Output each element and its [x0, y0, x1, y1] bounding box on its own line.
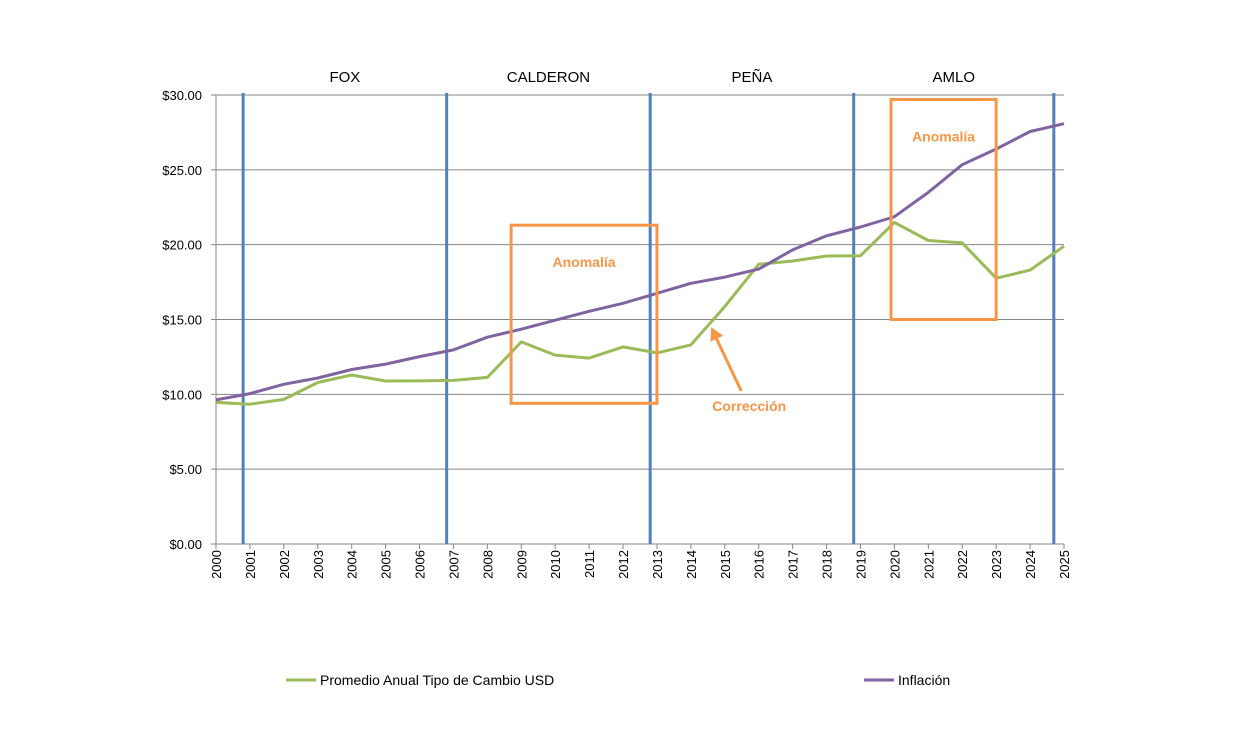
legend-label: Promedio Anual Tipo de Cambio USD	[320, 672, 554, 688]
x-tick-label: 2012	[616, 550, 631, 579]
x-tick-label: 2011	[582, 550, 597, 578]
series-lines	[215, 122, 1065, 406]
series-line	[215, 122, 1065, 402]
x-tick-label: 2010	[548, 550, 563, 579]
x-tick-label: 2001	[243, 550, 258, 579]
y-tick-label: $10.00	[162, 387, 202, 402]
anomaly-label: Anomalía	[912, 128, 975, 144]
x-tick-label: 2007	[446, 550, 461, 579]
x-tick-label: 2005	[379, 550, 394, 579]
x-tick-label: 2019	[853, 550, 868, 579]
y-tick-label: $20.00	[162, 238, 202, 253]
x-tick-label: 2023	[989, 550, 1004, 579]
annotations: Anomalía Anomalía Corrección	[509, 97, 998, 414]
legend: Promedio Anual Tipo de Cambio USD Inflaci…	[286, 672, 950, 688]
y-tick-label: $30.00	[162, 88, 202, 103]
legend-label: Inflación	[898, 672, 950, 688]
anomaly-label: Anomalía	[553, 254, 616, 270]
anomaly-box	[889, 97, 998, 321]
x-tick-label: 2013	[650, 550, 665, 579]
x-tick-label: 2000	[209, 550, 224, 579]
period-label: AMLO	[933, 69, 976, 86]
x-tick-label: 2004	[345, 550, 360, 579]
anomaly-box	[509, 223, 659, 405]
x-tick-label: 2015	[718, 550, 733, 579]
period-label: PEÑA	[732, 69, 773, 86]
y-axis: $0.00 $5.00 $10.00 $15.00 $20.00 $25.00 $30.00	[162, 88, 217, 552]
x-tick-label: 2020	[887, 550, 902, 579]
y-tick-label: $15.00	[162, 313, 202, 328]
x-tick-label: 2014	[684, 550, 699, 579]
correction-arrow-head	[710, 327, 724, 342]
correction-label: Corrección	[712, 398, 786, 414]
y-tick-label: $5.00	[169, 462, 202, 477]
x-tick-label: 2021	[921, 550, 936, 579]
y-tick-label: $25.00	[162, 163, 202, 178]
x-axis: 2000 2001 2002 2003 2004 2005 2006 2007 2008 2009…	[209, 543, 1072, 579]
x-tick-label: 2009	[514, 550, 529, 579]
series-line	[215, 220, 1065, 406]
x-tick-label: 2006	[413, 550, 428, 579]
period-divider-lines	[241, 93, 1056, 544]
x-tick-label: 2003	[311, 550, 326, 579]
x-tick-label: 2025	[1057, 550, 1072, 579]
grid-lines	[216, 94, 1064, 470]
period-label: CALDERON	[507, 69, 590, 86]
x-tick-label: 2016	[752, 550, 767, 579]
y-tick-label: $0.00	[169, 537, 202, 552]
period-label: FOX	[329, 69, 360, 86]
x-tick-label: 2022	[955, 550, 970, 579]
x-tick-label: 2024	[1023, 550, 1038, 579]
correction-arrow-shaft	[713, 335, 743, 392]
x-tick-label: 2008	[480, 550, 495, 579]
period-labels: FOX CALDERON PEÑA AMLO	[329, 69, 975, 86]
x-tick-label: 2018	[820, 550, 835, 579]
x-tick-label: 2017	[786, 550, 801, 579]
x-tick-label: 2002	[277, 550, 292, 579]
